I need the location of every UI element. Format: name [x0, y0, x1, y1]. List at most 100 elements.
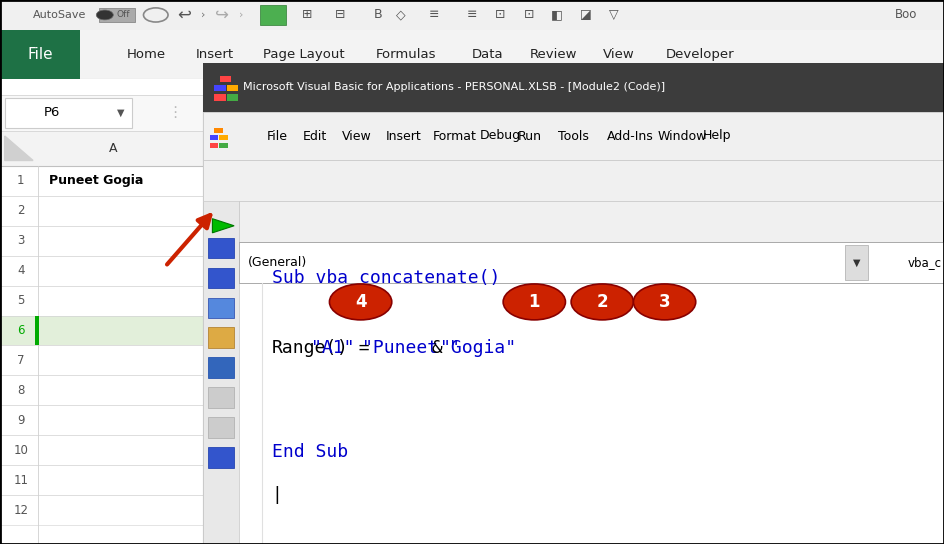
Text: Range(: Range(	[272, 339, 337, 357]
Text: Add-Ins: Add-Ins	[607, 129, 654, 143]
Bar	[208, 327, 234, 348]
Text: 3: 3	[17, 234, 25, 247]
Text: ›: ›	[201, 10, 205, 20]
Text: File: File	[27, 47, 53, 62]
Text: 3: 3	[659, 293, 670, 311]
Text: ↪: ↪	[215, 6, 228, 24]
Text: ◇: ◇	[396, 9, 406, 21]
Text: Run: Run	[517, 129, 541, 143]
Text: Developer: Developer	[666, 48, 734, 61]
Bar	[0, 30, 80, 79]
Text: Home: Home	[126, 48, 166, 61]
Text: Sub vba_concatenate(): Sub vba_concatenate()	[272, 268, 500, 287]
Text: Format: Format	[432, 129, 476, 143]
Bar	[0, 30, 944, 79]
Text: Page Layout: Page Layout	[263, 48, 345, 61]
Text: ⊟: ⊟	[334, 9, 346, 21]
Bar	[0, 435, 203, 465]
Text: 6: 6	[17, 324, 25, 337]
Bar	[0, 0, 944, 30]
Bar	[208, 387, 234, 408]
Text: Off: Off	[116, 10, 129, 20]
Text: P6: P6	[43, 107, 60, 119]
Bar	[210, 135, 218, 140]
Text: Edit: Edit	[303, 129, 328, 143]
Text: ▼: ▼	[853, 257, 860, 268]
Text: |: |	[272, 486, 283, 504]
Bar	[219, 143, 228, 148]
Text: AutoSave: AutoSave	[33, 10, 87, 20]
Bar	[0, 166, 203, 196]
Text: ↩: ↩	[177, 6, 191, 24]
Bar	[260, 5, 286, 25]
Text: ⊞: ⊞	[301, 9, 312, 21]
Bar	[0, 375, 203, 405]
Bar	[0, 79, 203, 544]
Polygon shape	[212, 219, 234, 233]
Bar	[845, 245, 868, 280]
Text: Review: Review	[530, 48, 577, 61]
Bar	[0, 95, 203, 131]
Bar	[227, 94, 238, 101]
Text: ◧: ◧	[551, 9, 563, 21]
Text: 1: 1	[17, 175, 25, 187]
Bar	[239, 242, 944, 283]
Circle shape	[571, 284, 633, 320]
Bar	[0, 316, 203, 345]
Text: "Puneet ": "Puneet "	[362, 339, 461, 357]
Bar	[227, 85, 238, 91]
Text: ▽: ▽	[609, 9, 618, 21]
Text: View: View	[342, 129, 372, 143]
Bar	[214, 94, 226, 101]
Text: 2: 2	[597, 293, 608, 311]
Text: Formulas: Formulas	[376, 48, 436, 61]
Circle shape	[329, 284, 392, 320]
Text: 9: 9	[17, 414, 25, 426]
Bar	[0, 256, 203, 286]
Text: 11: 11	[13, 474, 28, 486]
Bar	[203, 160, 944, 201]
Bar	[203, 201, 239, 544]
Text: 10: 10	[13, 444, 28, 456]
Text: 8: 8	[17, 384, 25, 397]
Bar	[210, 143, 218, 148]
Text: ▼: ▼	[117, 108, 125, 118]
Text: View: View	[602, 48, 634, 61]
Bar	[214, 85, 226, 91]
Text: Insert: Insert	[196, 48, 234, 61]
Text: Debug: Debug	[480, 129, 521, 143]
Bar	[203, 63, 944, 112]
Text: vba_c: vba_c	[908, 256, 942, 269]
Bar	[35, 316, 39, 345]
Bar	[208, 268, 234, 288]
Text: Tools: Tools	[558, 129, 589, 143]
Text: Microsoft Visual Basic for Applications - PERSONAL.XLSB - [Module2 (Code)]: Microsoft Visual Basic for Applications …	[243, 82, 665, 92]
Text: &: &	[421, 339, 453, 357]
Bar	[208, 447, 234, 468]
Text: End Sub: End Sub	[272, 442, 348, 461]
Text: ⋮: ⋮	[167, 106, 182, 120]
Circle shape	[96, 10, 113, 20]
Text: "A1": "A1"	[311, 339, 354, 357]
Bar	[220, 76, 231, 82]
Text: File: File	[267, 129, 288, 143]
Bar	[0, 465, 203, 495]
Bar	[214, 128, 223, 133]
Text: Data: Data	[472, 48, 504, 61]
Bar	[208, 238, 234, 258]
Text: "Gogia": "Gogia"	[440, 339, 516, 357]
Text: Boo: Boo	[895, 9, 918, 21]
Text: ≡: ≡	[466, 9, 478, 21]
Bar	[5, 98, 132, 128]
Bar	[219, 135, 228, 140]
Text: ≡: ≡	[429, 9, 440, 21]
Text: (General): (General)	[248, 256, 308, 269]
Bar	[0, 405, 203, 435]
Text: 2: 2	[17, 205, 25, 217]
Bar	[0, 196, 203, 226]
Text: ◪: ◪	[580, 9, 591, 21]
Text: Puneet Gogia: Puneet Gogia	[49, 175, 143, 187]
Text: 12: 12	[13, 504, 28, 516]
Bar	[0, 226, 203, 256]
Text: ›: ›	[239, 10, 243, 20]
